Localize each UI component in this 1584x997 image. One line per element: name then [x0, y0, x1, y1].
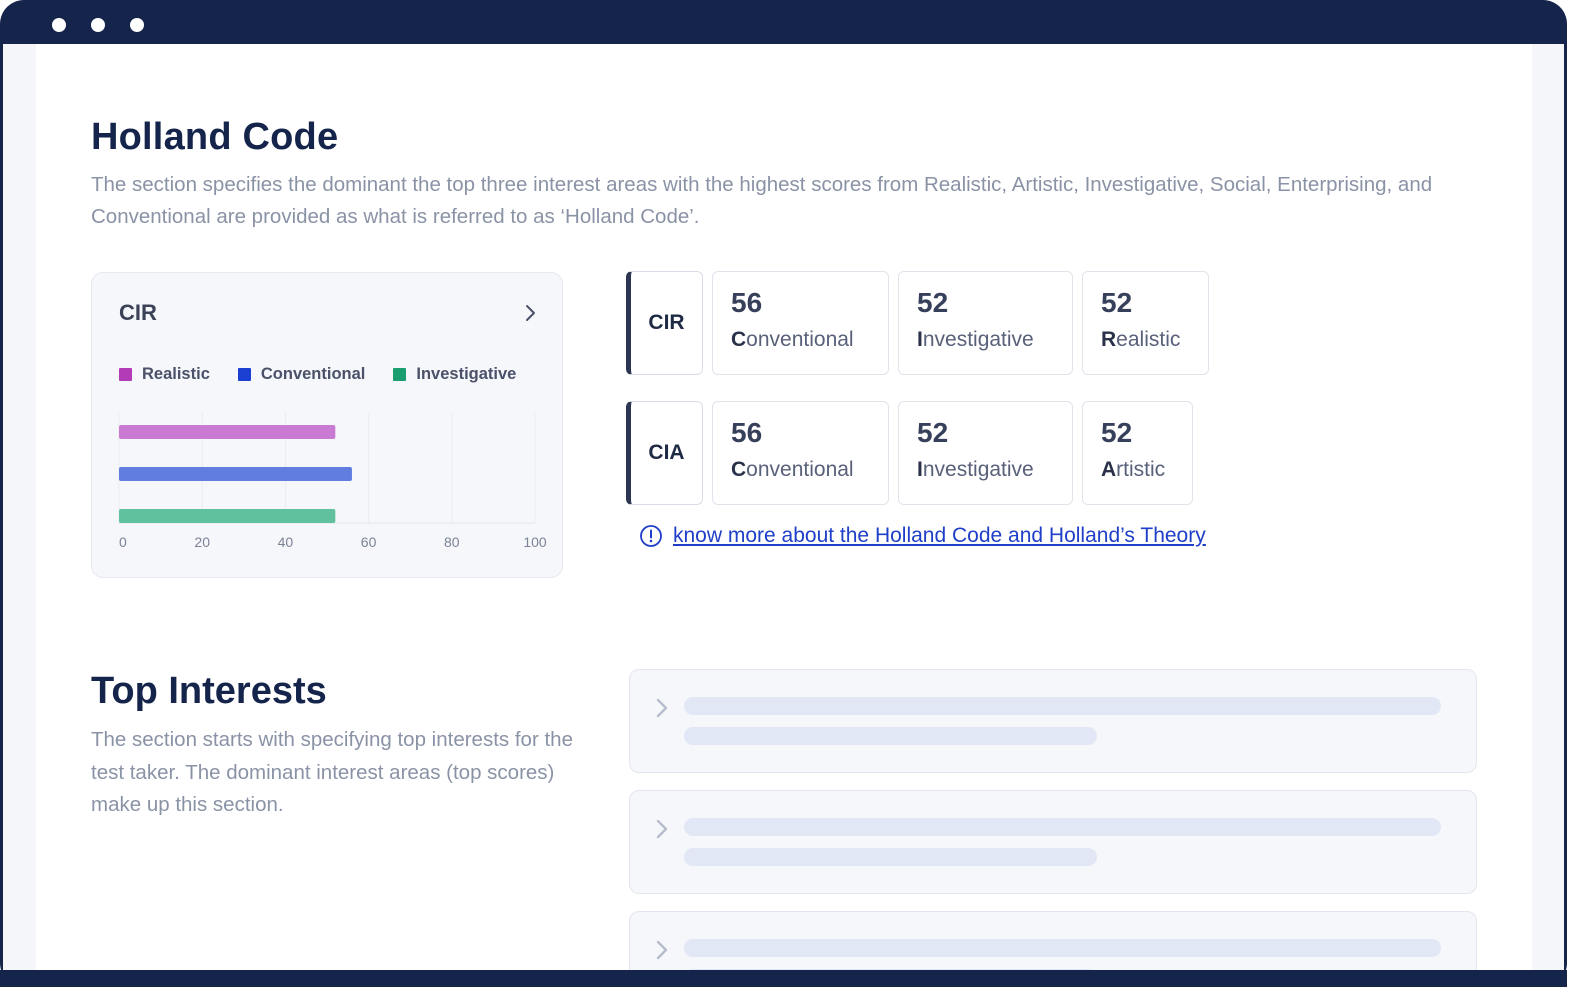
holland-code-tag: CIR	[626, 271, 703, 375]
x-tick-label: 0	[119, 534, 127, 550]
score-label-rest: nvestigative	[922, 328, 1034, 351]
chevron-right-icon[interactable]	[520, 303, 540, 323]
bar-chart: 0 20 40 60 80 100	[118, 413, 547, 550]
legend-item: Conventional	[237, 365, 366, 384]
skeleton-line	[684, 848, 1097, 866]
score-value: 52	[1101, 417, 1133, 448]
x-tick-label: 100	[523, 534, 547, 550]
score-card: 52 Investigative	[898, 401, 1073, 505]
interest-item-skeleton[interactable]	[629, 911, 1477, 970]
legend-label: Investigative	[416, 365, 517, 383]
x-tick-label: 60	[361, 534, 377, 550]
top-interests-title: Top Interests	[91, 670, 327, 712]
score-label: Investigative	[917, 453, 1054, 487]
score-card: 52 Artistic	[1082, 401, 1193, 505]
score-label: Realistic	[1101, 323, 1190, 357]
x-tick-label: 80	[444, 534, 460, 550]
chevron-right-icon[interactable]	[652, 938, 672, 962]
score-value: 56	[731, 417, 763, 448]
window-titlebar	[0, 0, 1567, 44]
skeleton-line	[684, 939, 1441, 957]
window-bottom-frame	[0, 970, 1567, 987]
score-label-initial: I	[917, 458, 923, 481]
skeleton-line	[684, 727, 1097, 745]
chart-bar	[119, 425, 336, 439]
skeleton-line	[684, 969, 1097, 970]
report-page: Holland Code The section specifies the d…	[36, 44, 1532, 970]
legend-label: Realistic	[142, 365, 210, 383]
chevron-right-icon[interactable]	[652, 696, 672, 720]
holland-code-description: The section specifies the dominant the t…	[91, 173, 1433, 228]
score-card: 56 Conventional	[712, 401, 889, 505]
interest-item-skeleton[interactable]	[629, 790, 1477, 894]
legend-swatch	[119, 368, 132, 381]
chart-legend: Realistic Conventional Investigative	[119, 365, 544, 384]
x-tick-label: 20	[194, 534, 210, 550]
score-card: 56 Conventional	[712, 271, 889, 375]
window-content: Holland Code The section specifies the d…	[3, 44, 1564, 970]
holland-chart-card[interactable]: CIR Realistic Conventional Investigative 0…	[91, 272, 563, 578]
score-label: Investigative	[917, 323, 1054, 357]
score-label-initial: R	[1101, 328, 1117, 351]
score-value: 52	[917, 287, 949, 318]
score-label-rest: onventional	[746, 328, 854, 351]
holland-theory-link[interactable]: know more about the Holland Code and Hol…	[639, 524, 1206, 548]
interest-item-skeleton[interactable]	[629, 669, 1477, 773]
browser-window: Holland Code The section specifies the d…	[0, 0, 1567, 987]
window-control-dot[interactable]	[130, 18, 144, 32]
score-label-rest: rtistic	[1116, 458, 1166, 481]
score-label: Conventional	[731, 453, 870, 487]
score-label-initial: I	[917, 328, 923, 351]
score-label-initial: A	[1101, 458, 1117, 481]
score-card: 52 Realistic	[1082, 271, 1209, 375]
chart-bar	[119, 467, 352, 481]
skeleton-line	[684, 697, 1441, 715]
score-label: Artistic	[1101, 453, 1174, 487]
score-label-rest: onventional	[746, 458, 854, 481]
holland-code-title: Holland Code	[91, 116, 339, 158]
window-control-dot[interactable]	[52, 18, 66, 32]
holland-code-row: CIR 56 Conventional 52 Investigative 52 …	[626, 271, 1209, 375]
score-label-initial: C	[731, 328, 747, 351]
holland-code-tag: CIA	[626, 401, 703, 505]
skeleton-line	[684, 818, 1441, 836]
window-control-dot[interactable]	[91, 18, 105, 32]
legend-item: Realistic	[119, 365, 210, 384]
score-label-rest: nvestigative	[922, 458, 1034, 481]
score-card: 52 Investigative	[898, 271, 1073, 375]
chevron-right-icon[interactable]	[652, 817, 672, 841]
legend-swatch	[237, 368, 251, 381]
score-value: 56	[731, 287, 763, 318]
score-value: 52	[1101, 287, 1133, 318]
chart-title: CIR	[119, 300, 157, 325]
score-label-rest: ealistic	[1116, 328, 1181, 351]
holland-theory-link-text[interactable]: know more about the Holland Code and Hol…	[673, 524, 1206, 547]
chart-bar	[119, 509, 336, 523]
x-tick-label: 40	[278, 534, 294, 550]
info-circle-icon	[640, 525, 662, 547]
score-label: Conventional	[731, 323, 870, 357]
score-label-initial: C	[731, 458, 747, 481]
holland-code-row: CIA 56 Conventional 52 Investigative 52 …	[626, 401, 1193, 505]
top-interests-description: The section starts with specifying top i…	[91, 728, 573, 816]
legend-item: Investigative	[393, 365, 516, 384]
legend-swatch	[393, 368, 407, 381]
score-value: 52	[917, 417, 949, 448]
legend-label: Conventional	[260, 365, 366, 383]
